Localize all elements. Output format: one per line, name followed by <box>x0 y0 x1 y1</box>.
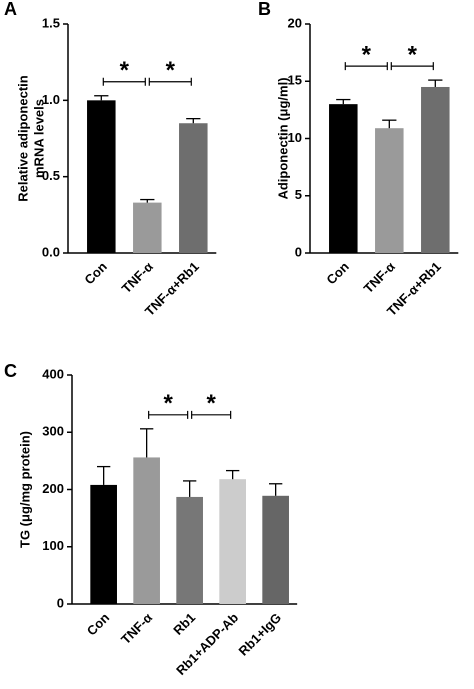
y-tick-label: 0 <box>295 244 302 259</box>
panel-label: B <box>258 0 271 19</box>
y-tick-label: 200 <box>42 481 64 496</box>
x-tick-label: Con <box>84 610 113 639</box>
bar <box>262 495 289 604</box>
y-tick-label: 10 <box>288 130 302 145</box>
bar <box>133 202 162 253</box>
y-axis-label: TG (μg/mg protein) <box>17 431 32 548</box>
y-tick-label: 0.5 <box>42 168 60 183</box>
bar <box>179 123 208 253</box>
y-tick-label: 400 <box>42 366 64 381</box>
x-tick-label: Con <box>323 259 352 288</box>
y-tick-label: 5 <box>295 187 302 202</box>
panel-label: A <box>4 0 17 19</box>
significance-star: * <box>163 390 173 417</box>
y-tick-label: 300 <box>42 424 64 439</box>
significance-bracket <box>148 410 189 419</box>
x-tick-label: TNF-α <box>119 259 156 296</box>
significance-bracket <box>102 77 146 86</box>
bar <box>87 100 116 253</box>
bar <box>176 496 203 604</box>
significance-bracket <box>148 77 192 86</box>
y-tick-label: 0 <box>57 595 64 610</box>
y-tick-label: 20 <box>288 15 302 30</box>
bar <box>133 457 160 604</box>
significance-star: * <box>362 41 372 68</box>
significance-bracket <box>390 62 434 71</box>
x-tick-label: Con <box>81 259 110 288</box>
significance-star: * <box>408 41 418 68</box>
y-axis-label: mRNA levels <box>31 99 46 178</box>
y-tick-label: 0.0 <box>42 244 60 259</box>
x-tick-label: TNF-α <box>118 610 155 647</box>
y-tick-label: 1.5 <box>42 15 60 30</box>
bar <box>375 128 404 253</box>
bar <box>90 484 117 604</box>
y-axis-label: Adiponectin (μg/ml) <box>275 77 290 199</box>
x-tick-label: TNF-α <box>361 259 398 296</box>
significance-star: * <box>166 57 176 84</box>
x-tick-label: Rb1+IgG <box>236 610 285 659</box>
bar <box>219 479 246 604</box>
y-tick-label: 1.0 <box>42 92 60 107</box>
y-tick-label: 100 <box>42 538 64 553</box>
y-tick-label: 15 <box>288 73 302 88</box>
x-tick-label: Rb1 <box>170 610 198 638</box>
bar <box>329 104 358 254</box>
panel-label: C <box>4 361 17 381</box>
bar <box>421 86 450 253</box>
significance-star: * <box>120 57 130 84</box>
significance-star: * <box>206 390 216 417</box>
significance-bracket <box>191 410 232 419</box>
significance-bracket <box>344 62 388 71</box>
y-axis-label: Relative adiponectin <box>15 75 30 201</box>
